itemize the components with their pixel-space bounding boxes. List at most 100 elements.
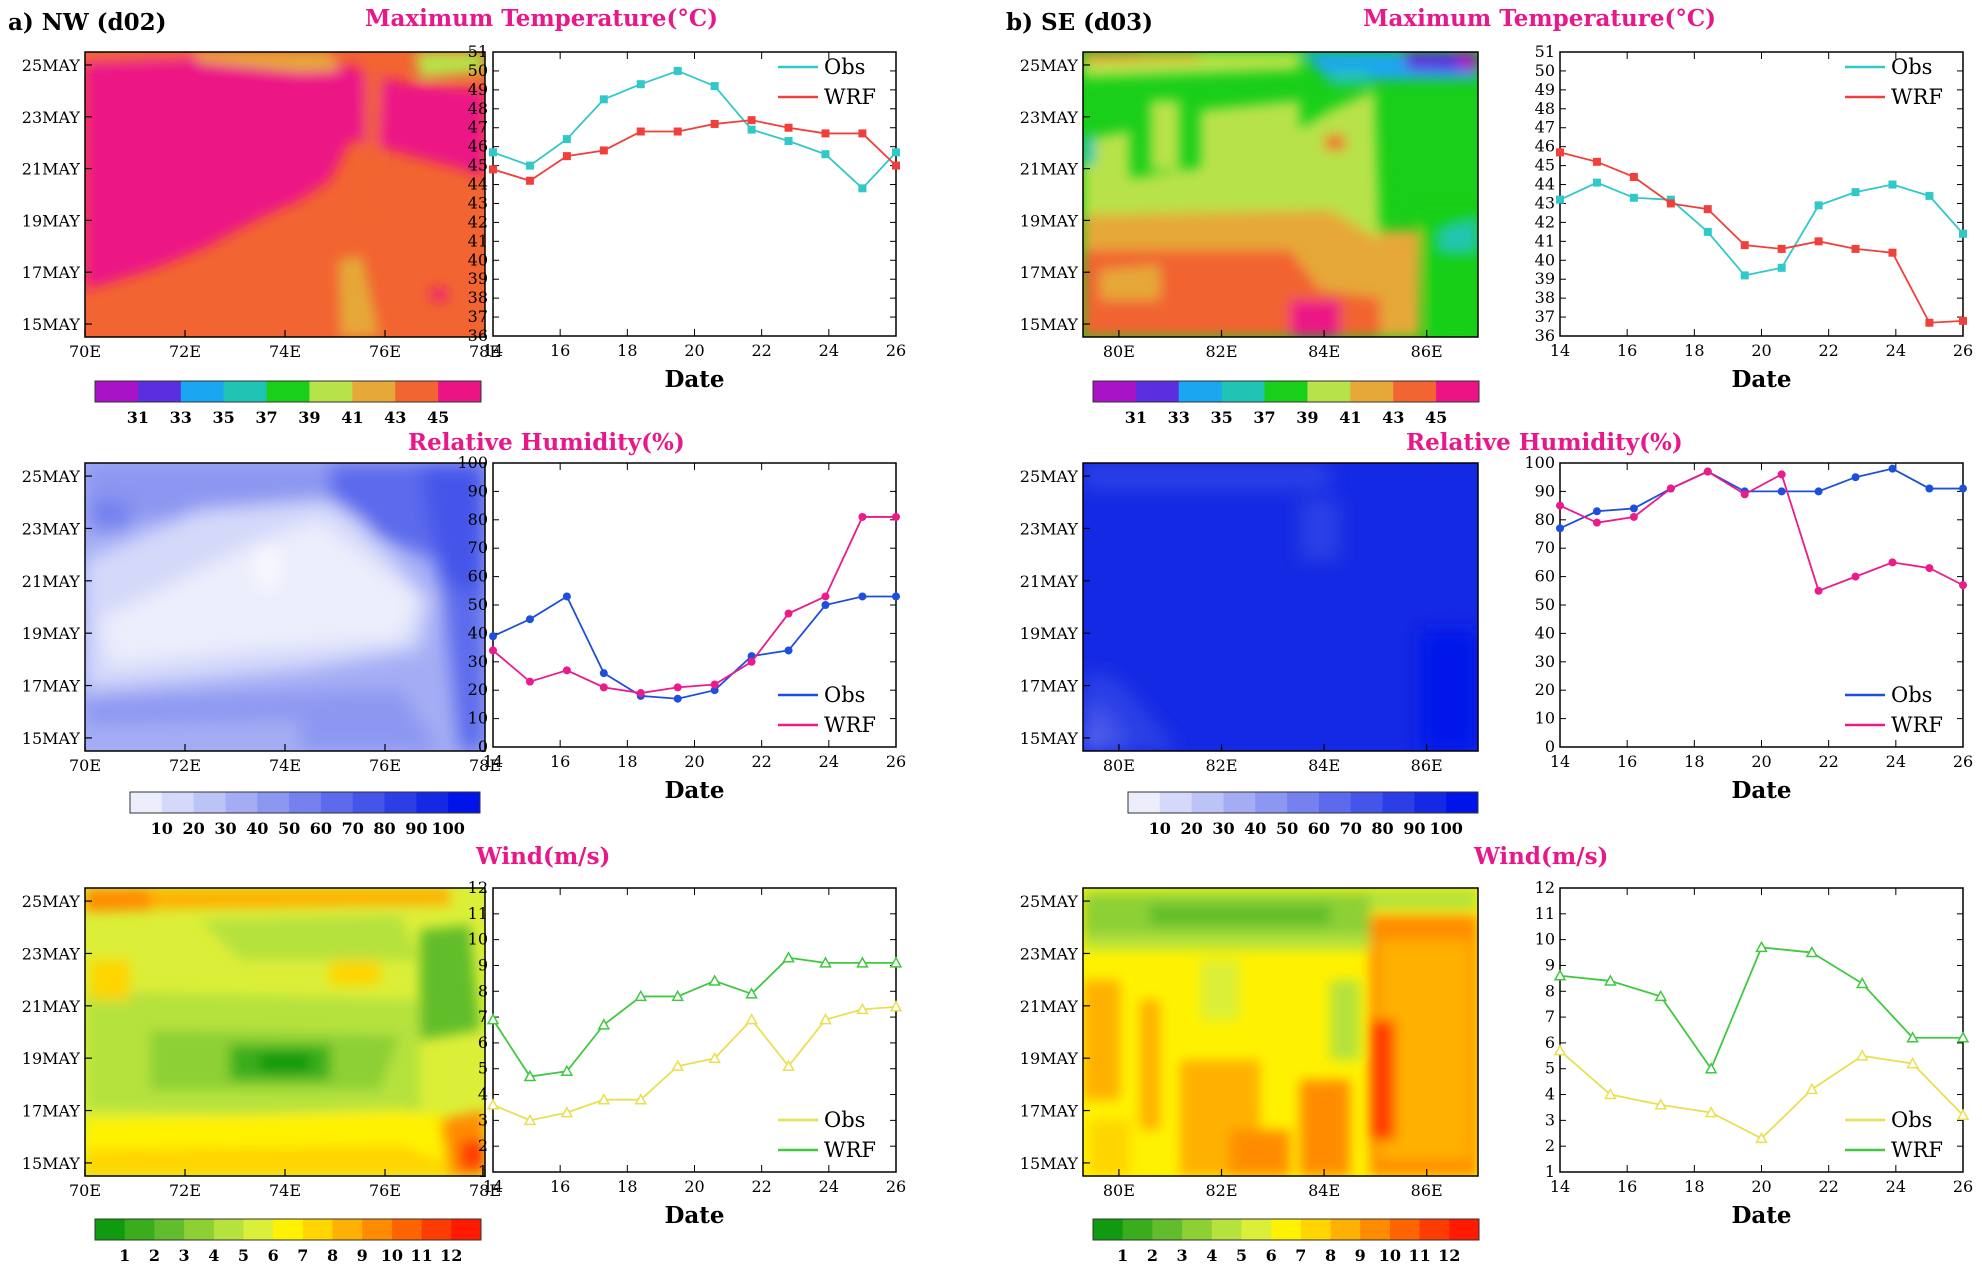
y-tick-label: 38 [468, 288, 488, 307]
data-point [673, 683, 682, 692]
map-lon-tick: 76E [369, 342, 401, 361]
colorbar-label: 100 [431, 819, 464, 838]
y-tick-label: 1 [478, 1162, 488, 1181]
data-point [1629, 504, 1638, 513]
title-wind-nw: Wind(m/s) [475, 843, 610, 870]
colorbar-swatch [180, 381, 225, 402]
colorbar-label: 40 [246, 819, 268, 838]
x-tick-label: 14 [1550, 752, 1570, 771]
chart-frame [1559, 51, 1964, 337]
colorbar-label: 20 [183, 819, 205, 838]
data-point [636, 689, 645, 698]
colorbar-swatch [1241, 1219, 1272, 1240]
y-tick-label: 30 [1535, 652, 1555, 671]
map-date-tick: 19MAY [1020, 211, 1079, 230]
series-line [492, 119, 897, 182]
data-point [599, 683, 608, 692]
colorbar-swatch [1255, 792, 1288, 813]
data-point [1851, 572, 1860, 581]
x-tick-label: 20 [684, 341, 704, 360]
x-tick-label: 16 [550, 752, 570, 771]
y-tick-label: 0 [478, 737, 488, 756]
colorbar-swatch [1449, 1219, 1480, 1240]
data-point [1703, 467, 1712, 476]
map-date-tick: 15MAY [1020, 1154, 1079, 1173]
y-tick-label: 70 [1535, 538, 1555, 557]
y-tick-label: 37 [1535, 307, 1555, 326]
data-point [1592, 157, 1601, 166]
y-tick-label: 60 [468, 567, 488, 586]
x-tick-label: 14 [1550, 341, 1570, 360]
x-axis-label: Date [1731, 366, 1791, 393]
colorbar-label: 10 [151, 819, 173, 838]
data-point [782, 1059, 795, 1071]
y-tick-label: 49 [468, 80, 488, 99]
y-tick-label: 11 [468, 904, 488, 923]
map-date-tick: 19MAY [22, 211, 81, 230]
colorbar-swatch [1122, 1219, 1153, 1240]
data-point [1814, 586, 1823, 595]
data-point [784, 609, 793, 618]
y-tick-label: 2 [1545, 1136, 1555, 1155]
map-lon-tick: 76E [369, 756, 401, 775]
data-point [1666, 484, 1675, 493]
map-frame-wind-se [1082, 887, 1479, 1177]
y-tick-label: 80 [468, 510, 488, 529]
colorbar-swatch [352, 381, 396, 402]
y-tick-label: 39 [468, 269, 488, 288]
series-line [1559, 467, 1963, 530]
data-point [1777, 487, 1786, 496]
data-point [673, 694, 682, 703]
data-point [1704, 1062, 1718, 1074]
data-point [1556, 148, 1564, 157]
data-point [821, 129, 830, 138]
colorbar-swatch [1211, 1219, 1242, 1240]
map-wind-nw [85, 888, 485, 1176]
data-point [747, 116, 756, 125]
colorbar-swatch [95, 381, 139, 402]
data-point [1703, 227, 1712, 236]
chart-frame [492, 887, 897, 1173]
data-point [673, 66, 682, 75]
map-date-tick: 25MAY [1020, 56, 1079, 75]
map-lon-tick: 86E [1411, 1181, 1443, 1200]
legend-label: WRF [824, 1138, 876, 1162]
colorbar-label: 37 [1253, 408, 1275, 427]
map-lon-tick: 80E [1103, 756, 1135, 775]
y-tick-label: 51 [468, 42, 488, 61]
map-date-tick: 15MAY [22, 729, 81, 748]
colorbar-label: 43 [384, 408, 406, 427]
data-point [710, 82, 719, 91]
data-point [1740, 490, 1749, 499]
data-point [525, 615, 534, 624]
colorbar-swatch [1350, 381, 1394, 402]
legend-label: WRF [1891, 713, 1943, 737]
data-point [1814, 237, 1823, 246]
data-point [636, 127, 645, 136]
x-tick-label: 14 [483, 1177, 503, 1196]
colorbar-swatch [1389, 1219, 1421, 1240]
colorbar-swatch [421, 1219, 452, 1240]
colorbar-label: 8 [1325, 1246, 1336, 1265]
data-point [1629, 512, 1638, 521]
data-point [710, 686, 719, 695]
colorbar-swatch [1318, 792, 1352, 813]
title-rh-se: Relative Humidity(%) [1406, 429, 1683, 456]
y-tick-label: 40 [468, 623, 488, 642]
colorbar-swatch [416, 792, 449, 813]
y-tick-label: 9 [478, 955, 488, 974]
colorbar-swatch [448, 792, 481, 813]
x-tick-label: 22 [1818, 1177, 1838, 1196]
data-point [486, 1098, 500, 1110]
data-point [1629, 193, 1638, 202]
y-tick-label: 42 [1535, 212, 1555, 231]
colorbar-label: 8 [327, 1246, 338, 1265]
colorbar-swatch [184, 1219, 215, 1240]
y-tick-label: 47 [468, 118, 488, 137]
y-tick-label: 46 [468, 137, 488, 156]
data-point [1777, 263, 1786, 272]
x-tick-label: 18 [1684, 752, 1704, 771]
colorbar-label: 90 [1403, 819, 1425, 838]
y-tick-label: 12 [468, 878, 488, 897]
